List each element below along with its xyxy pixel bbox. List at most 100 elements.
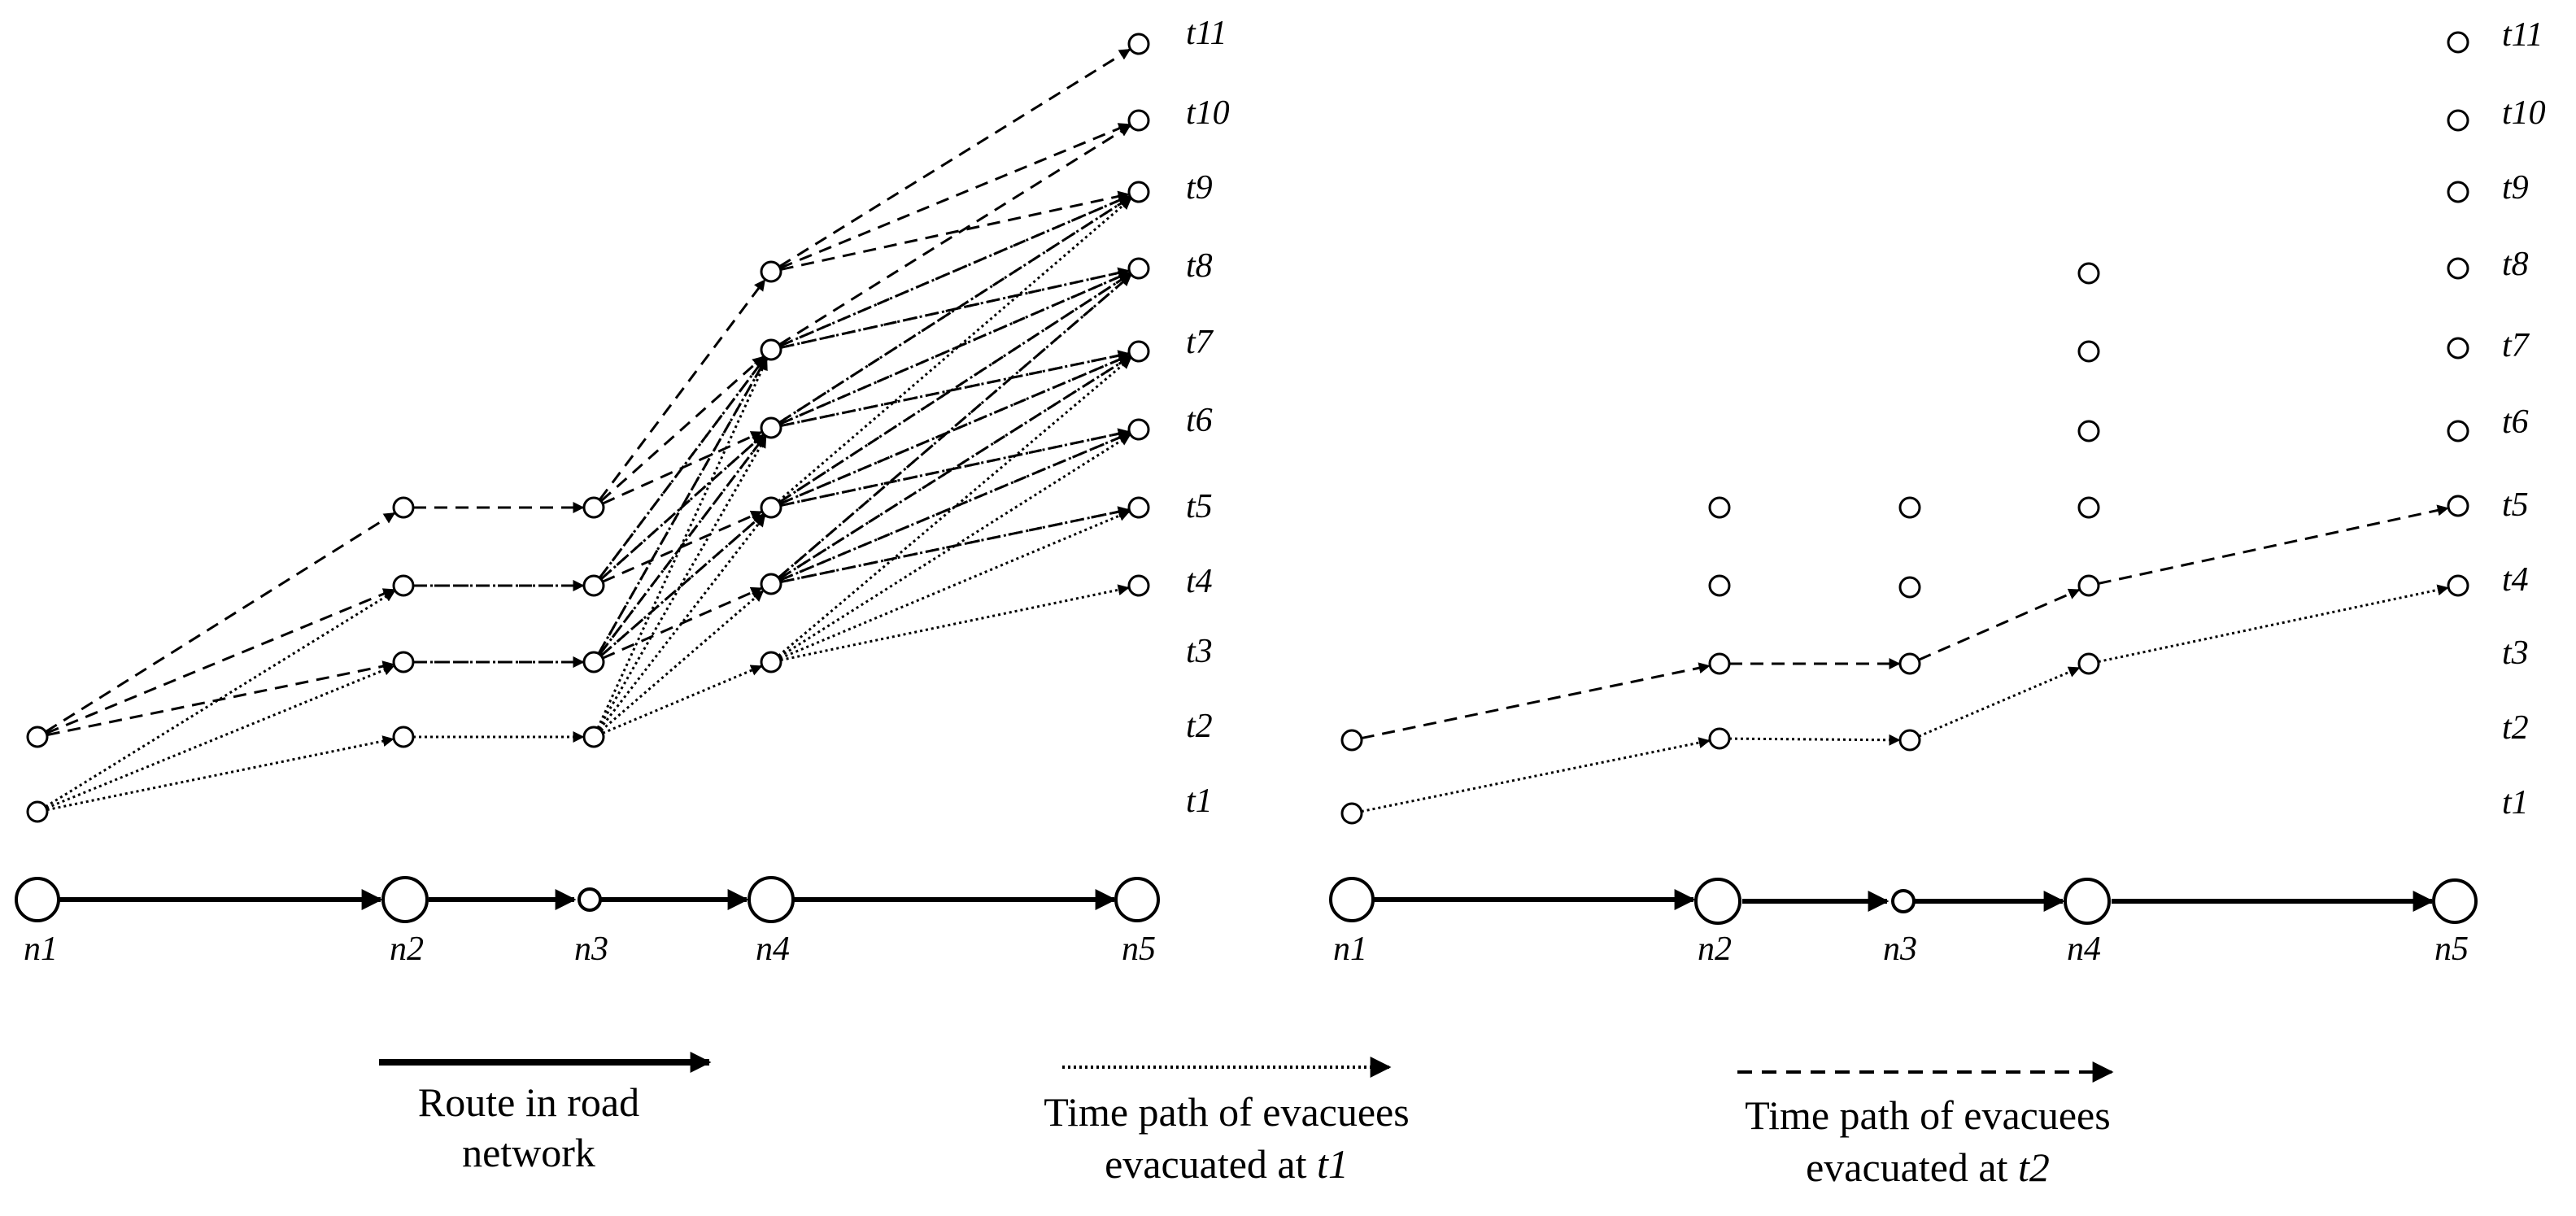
left-time-arcs: [45, 48, 1132, 812]
time-node-n4t4: [2077, 574, 2100, 597]
time-node-n3t2: [1898, 729, 1921, 752]
time-node-n2t4: [392, 574, 415, 597]
road-node-n3: [578, 887, 602, 912]
time-path-t2-arc-n4t6-n5t7: [780, 350, 1130, 428]
time-node-n1t2: [1340, 729, 1363, 752]
node-label-n5: n5: [1122, 931, 1156, 968]
time-path-t1-arc-n4t6-n5t8: [779, 271, 1131, 425]
time-path-t1-arc-n3t3-n4t5: [600, 513, 765, 657]
left-time-nodes: [26, 33, 1150, 823]
time-node-n3t3: [582, 651, 605, 673]
right-time-arcs: [1361, 504, 2449, 813]
left-panel: n1 n2 n3 n4 n5 t1 t2 t3 t4 t5 t6 t7 t8 t…: [15, 15, 1230, 968]
time-path-t2-arc-n3t3-n4t4: [1918, 588, 2081, 661]
right-node-labels: n1 n2 n3 n4 n5: [1333, 931, 2469, 968]
time-node-n2t2: [1708, 727, 1731, 750]
time-node-n4t3: [2077, 652, 2100, 675]
time-path-t2-arc-n3t3-n4t4: [602, 586, 763, 660]
time-path-t2-arc-n4t7-n5t10: [778, 124, 1131, 346]
time-path-t2-arc-n4t4-n5t7: [778, 355, 1131, 580]
road-node-n2: [1694, 878, 1741, 925]
time-path-t1-arc-n3t2-n4t3: [602, 665, 763, 734]
time-path-t2-arc-n3t3-n4t6: [599, 435, 766, 656]
time-label-t9: t9: [1186, 169, 1213, 207]
legend-route-text-line1: Route in road: [418, 1079, 639, 1125]
node-label-n4: n4: [756, 931, 790, 968]
time-path-t2-arc-n4t4-n5t5: [2098, 504, 2449, 585]
time-node-n2t3: [392, 651, 415, 673]
time-node-n4t3: [760, 651, 782, 673]
time-node-n4t5: [2077, 496, 2100, 519]
time-path-t1-arc-n4t3-n5t4: [2098, 584, 2449, 663]
road-node-n5: [2432, 878, 2478, 924]
time-node-n5t8: [2447, 257, 2469, 280]
time-node-n5t7: [1127, 340, 1150, 363]
time-path-t1-arc-n1t1-n2t3: [46, 665, 395, 809]
time-node-n5t9: [2447, 181, 2469, 203]
time-path-t2-arc-n3t4-n4t6: [599, 434, 765, 581]
time-label-t11: t11: [2502, 16, 2543, 54]
legend-t1-prefix: evacuated at: [1105, 1141, 1317, 1187]
time-path-t1-arc-n1t1-n2t2: [46, 735, 394, 812]
time-node-n1t1: [26, 800, 49, 823]
time-label-t10: t10: [2502, 94, 2546, 132]
time-path-t2-arc-n3t4-n4t5: [602, 510, 763, 583]
time-path-t1-arc-n4t7-n5t9: [779, 194, 1131, 347]
time-label-t8: t8: [1186, 247, 1213, 285]
time-node-n2t4: [1708, 574, 1731, 597]
time-path-t1-arc-n4t3-n5t4: [780, 584, 1130, 662]
node-label-n1: n1: [1333, 931, 1367, 968]
time-path-t1-arc-n4t3-n5t5: [779, 510, 1131, 660]
time-node-n3t4: [1898, 576, 1921, 599]
time-path-t1-arc-n1t1-n2t2: [1361, 737, 1711, 813]
time-path-t2-arc-n3t5-n4t8: [599, 279, 766, 501]
time-label-t4: t4: [1186, 563, 1213, 600]
time-label-t10: t10: [1186, 94, 1230, 132]
left-road-route: [15, 876, 1160, 923]
time-label-t1: t1: [1186, 782, 1213, 820]
time-node-n5t5: [1127, 496, 1150, 519]
road-node-n4: [748, 876, 795, 923]
legend-t1-path: Time path of evacuees evacuated at t1: [1044, 1057, 1410, 1187]
legend-t1-text-line1: Time path of evacuees: [1044, 1089, 1409, 1135]
time-path-t2-arc-n3t3-n4t5: [600, 513, 765, 657]
time-node-n3t5: [1898, 496, 1921, 519]
time-node-n2t5: [392, 496, 415, 519]
time-node-n4t6: [760, 416, 782, 439]
time-label-t2: t2: [1186, 708, 1213, 745]
time-node-n4t8: [760, 260, 782, 283]
time-label-t4: t4: [2502, 561, 2529, 599]
node-label-n2: n2: [1698, 931, 1732, 968]
node-label-n3: n3: [1883, 931, 1917, 968]
right-panel: n1 n2 n3 n4 n5 t1 t2 t3 t4 t5 t6 t7 t8 t…: [1329, 16, 2546, 968]
time-node-n5t11: [2447, 31, 2469, 54]
time-node-n3t5: [582, 496, 605, 519]
node-label-n2: n2: [390, 931, 424, 968]
time-label-t1: t1: [2502, 784, 2529, 822]
time-node-n2t5: [1708, 496, 1731, 519]
time-node-n5t4: [2447, 574, 2469, 597]
time-path-t2-arc-n1t2-n2t4: [46, 588, 395, 734]
time-label-t5: t5: [1186, 488, 1213, 525]
legend-t1-time: t1: [1317, 1141, 1349, 1187]
time-path-t2-arc-n1t2-n2t5: [45, 512, 396, 733]
time-node-n4t7: [760, 338, 782, 361]
node-label-n3: n3: [574, 931, 608, 968]
legend-t2-prefix: evacuated at: [1806, 1144, 2018, 1190]
time-path-t2-arc-n4t4-n5t5: [780, 506, 1130, 584]
legend-route: Route in road network: [379, 1052, 712, 1175]
time-node-n5t4: [1127, 574, 1150, 597]
time-node-n1t1: [1340, 802, 1363, 825]
time-node-n5t9: [1127, 181, 1150, 203]
time-label-t11: t11: [1186, 15, 1227, 52]
time-path-t1-arc-n3t2-n4t6: [597, 436, 767, 730]
time-node-n3t4: [582, 574, 605, 597]
time-path-t2-arc-n4t8-n5t9: [780, 190, 1130, 271]
time-path-t2-arc-n4t5-n5t8: [778, 272, 1131, 503]
right-time-nodes: [1340, 31, 2469, 825]
time-label-t5: t5: [2502, 486, 2529, 524]
legend-t2-text-line2: evacuated at t2: [1806, 1144, 2050, 1190]
time-node-n5t10: [1127, 109, 1150, 132]
legend-t2-text-line1: Time path of evacuees: [1745, 1092, 2110, 1138]
time-label-t9: t9: [2502, 169, 2529, 207]
